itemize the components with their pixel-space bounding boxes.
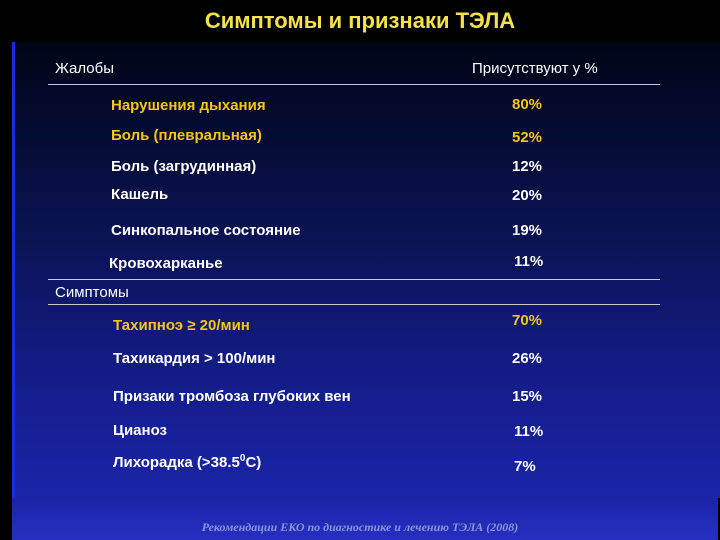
complaint-value: 80% xyxy=(512,96,543,113)
symptoms-divider xyxy=(48,304,660,305)
complaint-value: 19% xyxy=(512,222,543,239)
symptom-value: 15% xyxy=(512,388,543,405)
symptoms-header: Симптомы xyxy=(55,284,129,301)
complaint-label: Кровохарканье xyxy=(109,255,223,272)
complaint-value: 11% xyxy=(514,253,544,270)
symptom-label: Лихорадка (>38.50С) xyxy=(113,453,261,471)
slide-title: Симптомы и признаки ТЭЛА xyxy=(204,8,516,33)
complaint-label: Синкопальное состояние xyxy=(111,222,301,239)
symptom-value: 11% xyxy=(514,423,544,440)
complaint-label: Боль (загрудинная) xyxy=(111,158,257,175)
complaint-label: Боль (плевральная) xyxy=(111,127,262,144)
degree-superscript: 0 xyxy=(239,453,246,464)
source-citation: Рекомендации ЕКО по диагностике и лечени… xyxy=(201,520,519,534)
complaint-value: 52% xyxy=(512,129,543,146)
complaints-header: Жалобы xyxy=(55,60,114,77)
complaint-label: Кашель xyxy=(111,186,169,203)
symptom-label: Цианоз xyxy=(113,422,168,439)
slide-body xyxy=(12,42,720,498)
symptom-label-tail: С) xyxy=(245,454,262,471)
complaint-label: Нарушения дыхания xyxy=(111,97,266,114)
symptom-value: 70% xyxy=(512,312,543,329)
complaints-divider xyxy=(48,84,660,85)
percent-header: Присутствуют у % xyxy=(472,60,598,77)
symptom-label-text: Лихорадка (>38.5 xyxy=(113,454,240,471)
symptom-label: Тахикардия > 100/мин xyxy=(113,350,276,367)
symptom-label: Призаки тромбоза глубоких вен xyxy=(113,388,351,405)
complaint-value: 20% xyxy=(512,187,543,204)
symptoms-top-divider xyxy=(48,279,660,280)
symptom-value: 7% xyxy=(514,458,536,475)
title-bar xyxy=(0,0,720,42)
slide-footer-area xyxy=(12,498,718,540)
complaint-value: 12% xyxy=(512,158,543,175)
symptom-label: Тахипноэ ≥ 20/мин xyxy=(113,317,250,334)
symptom-value: 26% xyxy=(512,350,543,367)
